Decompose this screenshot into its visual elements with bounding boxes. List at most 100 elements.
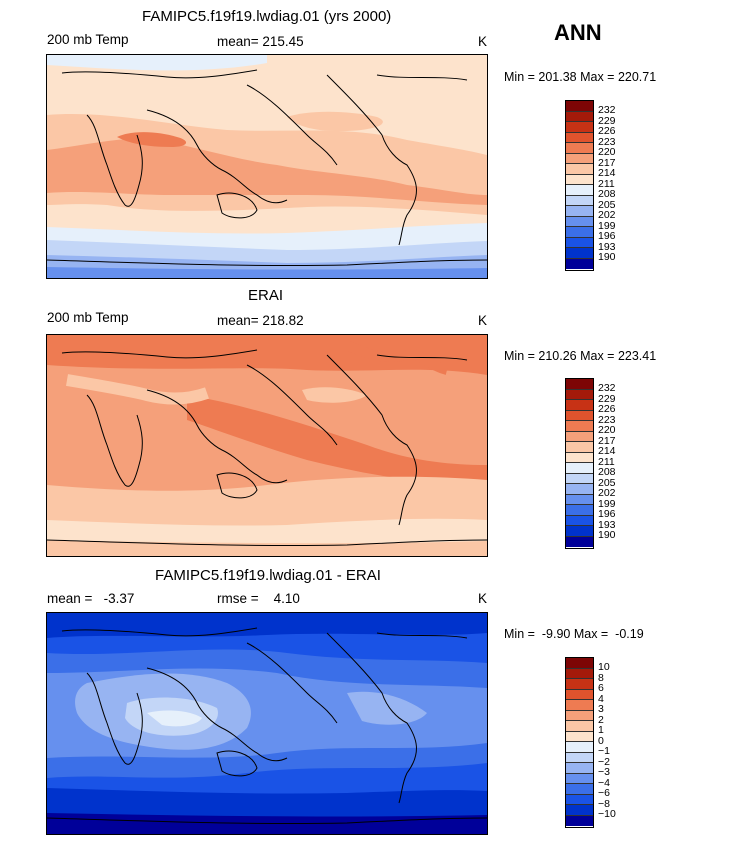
panel2-colorbar-tick: 211 [598, 455, 615, 468]
panel2-colorbar [565, 378, 594, 549]
panel3-map [46, 612, 488, 835]
panel3-swatch [566, 710, 593, 721]
panel2-colorbar-tick: 205 [598, 476, 616, 489]
panel2-swatch [566, 431, 593, 442]
panel3-swatch [566, 668, 593, 679]
panel2-swatch [566, 526, 593, 537]
panel1-colorbar-tick: 229 [598, 114, 616, 127]
panel3-colorbar-tick: −2 [598, 755, 610, 768]
panel2-swatch [566, 463, 593, 474]
panel2-colorbar-tick: 208 [598, 466, 616, 478]
panel3-swatch [566, 794, 593, 805]
panel3-swatch [566, 815, 593, 826]
panel2-swatch [566, 421, 593, 432]
panel2-colorbar-tick: 220 [598, 424, 616, 436]
panel1-colorbar-tick: 214 [598, 167, 616, 179]
panel1-swatch [566, 164, 593, 175]
panel1-colorbar [565, 100, 594, 271]
panel1-swatch [566, 258, 593, 269]
panel1-swatch [566, 174, 593, 185]
panel3-mean-label: mean = -3.37 [47, 591, 135, 606]
panel1-colorbar-tick: 190 [598, 251, 616, 263]
panel2-swatch [566, 400, 593, 411]
panel1-colorbar-tick: 217 [598, 156, 616, 169]
panel2-swatch [566, 473, 593, 484]
panel2-colorbar-tick: 223 [598, 413, 616, 426]
panel2-minmax: Min = 210.26 Max = 223.41 [504, 349, 657, 363]
panel1-swatch [566, 122, 593, 133]
season-label: ANN [554, 20, 602, 45]
panel3-colorbar-tick: 3 [598, 703, 604, 715]
panel2-units: K [478, 313, 488, 328]
panel2-swatch [566, 505, 593, 516]
panel2-colorbar-tick: 199 [598, 497, 616, 510]
panel1-colorbar-tick: 223 [598, 135, 616, 148]
panel1-map [46, 54, 488, 279]
panel1-colorbar-tick: 202 [598, 209, 616, 221]
panel2-variable-label: 200 mb Temp [47, 310, 129, 325]
panel1-minmax: Min = 201.38 Max = 220.71 [504, 70, 657, 84]
panel3-swatch [566, 773, 593, 784]
panel3-swatch [566, 763, 593, 774]
panel1-colorbar-tick: 208 [598, 188, 616, 200]
panel3-colorbar-tick: −6 [598, 787, 610, 799]
panel3-swatch [566, 742, 593, 753]
panel2-colorbar-tick: 202 [598, 487, 616, 499]
panel3-colorbar-tick: −1 [598, 745, 610, 757]
panel3-title: FAMIPC5.f19f19.lwdiag.01 - ERAI [155, 567, 381, 584]
panel2-swatch [566, 536, 593, 547]
panel1-colorbar-tick: 232 [598, 104, 616, 116]
panel3-colorbar-tick: −4 [598, 776, 610, 789]
panel3-swatch [566, 689, 593, 700]
panel2-swatch [566, 494, 593, 505]
panel3-colorbar-tick: 8 [598, 671, 604, 684]
panel1-units: K [478, 34, 488, 49]
panel1-colorbar-tick: 193 [598, 240, 616, 253]
panel1-swatch [566, 111, 593, 122]
panel2-title: ERAI [248, 287, 284, 304]
panel3-colorbar-tick: 6 [598, 682, 604, 694]
panel3-swatch [566, 752, 593, 763]
panel2-swatch [566, 442, 593, 453]
panel2-map [46, 334, 488, 557]
panel3-colorbar-tick: −10 [598, 808, 616, 820]
panel3-colorbar [565, 657, 594, 828]
panel3-swatch [566, 721, 593, 732]
panel2-swatch [566, 484, 593, 495]
panel3-swatch [566, 731, 593, 742]
panel3-colorbar-tick: 4 [598, 692, 604, 705]
panel2-colorbar-tick: 190 [598, 529, 616, 541]
panel3-swatch [566, 805, 593, 816]
panel1-colorbar-tick: 205 [598, 198, 616, 211]
panel3-swatch [566, 784, 593, 795]
panel3-units: K [478, 591, 488, 606]
panel3-colorbar-tick: −3 [598, 766, 610, 778]
panel2-swatch [566, 410, 593, 421]
panel1-swatch [566, 132, 593, 143]
panel2-colorbar-tick: 229 [598, 392, 616, 405]
panel1-colorbar-tick: 220 [598, 146, 616, 158]
panel1-colorbar-tick: 196 [598, 230, 616, 242]
panel3-map-field [47, 613, 487, 834]
panel1-variable-label: 200 mb Temp [47, 32, 129, 47]
panel2-swatch [566, 379, 593, 390]
panel1-swatch [566, 206, 593, 217]
panel1-mean-label: mean= 215.45 [217, 34, 304, 49]
panel2-colorbar-tick: 196 [598, 508, 616, 520]
panel3-swatch [566, 700, 593, 711]
panel3-colorbar-tick: 1 [598, 724, 604, 736]
panel2-colorbar-tick: 226 [598, 403, 616, 415]
panel2-swatch [566, 389, 593, 400]
panel2-map-field [47, 335, 487, 556]
panel1-title: FAMIPC5.f19f19.lwdiag.01 (yrs 2000) [142, 8, 392, 25]
panel2-colorbar-tick: 232 [598, 382, 616, 394]
panel2-mean-label: mean= 218.82 [217, 313, 304, 328]
panel3-colorbar-tick: 2 [598, 713, 604, 726]
panel2-swatch [566, 452, 593, 463]
panel1-swatch [566, 195, 593, 206]
panel1-swatch [566, 153, 593, 164]
panel1-map-field [47, 55, 487, 278]
panel3-swatch [566, 658, 593, 669]
panel1-swatch [566, 237, 593, 248]
panel1-swatch [566, 185, 593, 196]
